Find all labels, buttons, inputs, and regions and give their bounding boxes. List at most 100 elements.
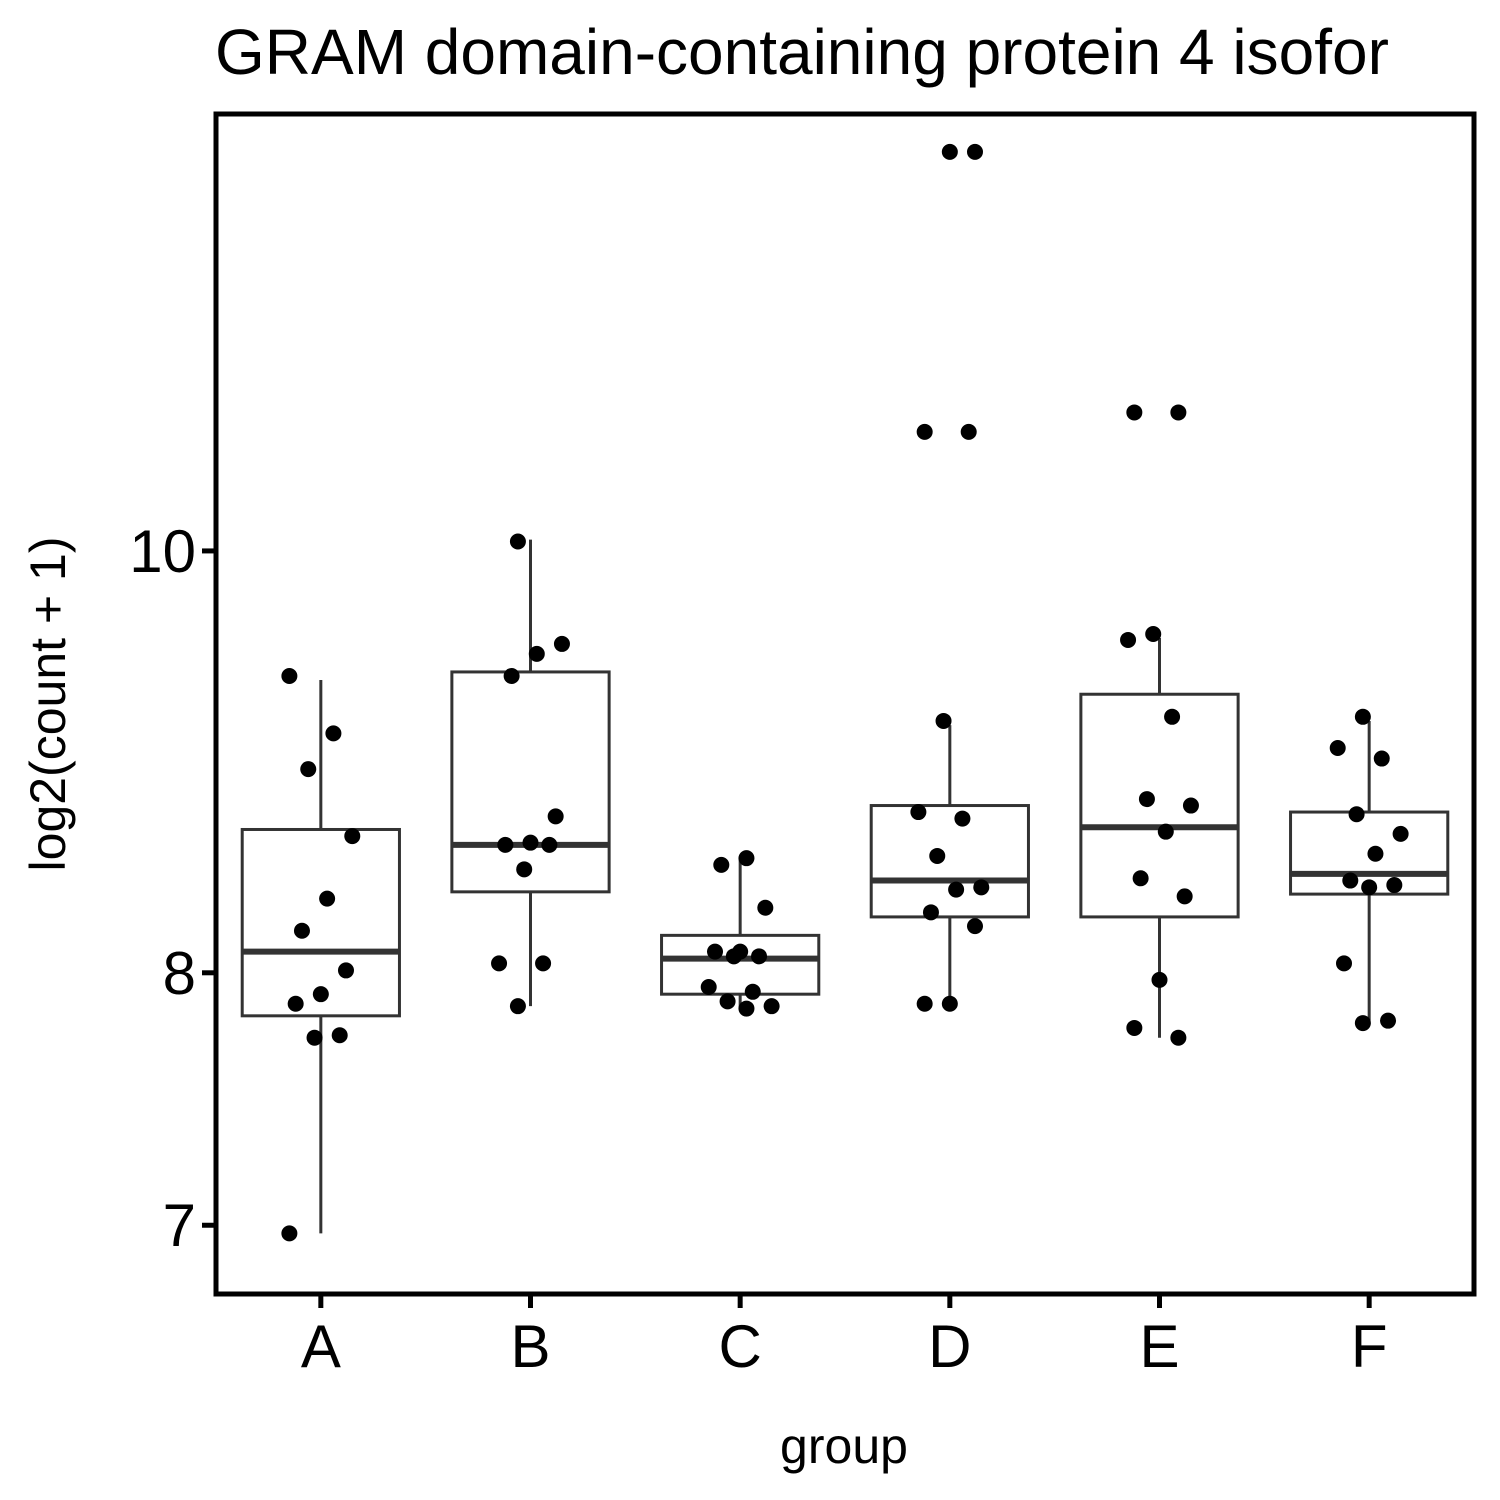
data-point [553,635,570,652]
data-point [922,904,939,921]
points-A [281,667,361,1242]
data-point [916,995,933,1012]
x-tick-label: E [1139,1313,1179,1380]
data-point [331,1027,348,1044]
data-point [312,986,329,1003]
data-point [941,143,958,160]
x-tick-label: A [301,1313,341,1380]
box-body [240,827,401,1018]
box-D [869,725,1030,1007]
y-tick-label: 10 [129,518,196,585]
data-point [707,943,724,960]
data-point [738,1000,755,1017]
points-C [700,850,780,1017]
data-point [744,983,761,1000]
x-tick-label: C [718,1313,761,1380]
x-axis-title: group [780,1418,908,1474]
data-point [738,850,755,867]
data-point [522,834,539,851]
data-point [503,667,520,684]
data-point [935,712,952,729]
x-tick-label: F [1351,1313,1388,1380]
data-point [535,955,552,972]
panel-border [213,111,1477,1297]
data-point [757,899,774,916]
data-point [300,761,317,778]
data-point [954,810,971,827]
data-point [916,423,933,440]
box-B [450,539,611,1007]
data-point [1164,708,1181,725]
points-B [491,533,570,1015]
data-point [719,993,736,1010]
data-point [1132,870,1149,887]
data-point [528,645,545,662]
data-point [287,995,304,1012]
box-E [1079,637,1240,1038]
box-body [450,670,611,894]
data-point [1386,877,1403,894]
box-C [660,858,821,1009]
data-point [293,922,310,939]
points-E [1120,404,1199,1046]
data-point [516,861,533,878]
data-point [1342,872,1359,889]
data-point [1151,971,1168,988]
data-point [1138,791,1155,808]
y-tick-label: 7 [163,1192,196,1259]
data-point [941,995,958,1012]
data-point [281,667,298,684]
data-points [281,143,1409,1242]
chart-title: GRAM domain-containing protein 4 isofor [215,16,1389,88]
data-point [960,423,977,440]
data-point [763,998,780,1015]
x-axis: A B C D E F [301,1294,1388,1380]
data-point [337,962,354,979]
data-point [751,948,768,965]
data-point [509,998,526,1015]
data-point [1373,750,1390,767]
data-point [1170,1029,1187,1046]
plot-area [240,539,1450,1234]
data-point [1361,879,1378,896]
box-A [240,680,401,1234]
y-axis: 7 8 10 [129,518,216,1259]
data-point [1170,404,1187,421]
data-point [1120,631,1137,648]
data-point [319,890,336,907]
data-point [497,836,514,853]
y-axis-title: log2(count + 1) [20,537,76,872]
points-F [1329,708,1409,1032]
box-body [1079,692,1240,919]
data-point [1182,797,1199,814]
points-D [910,143,990,1012]
data-point [541,836,558,853]
data-point [1336,955,1353,972]
data-point [1354,708,1371,725]
data-point [1329,740,1346,757]
data-point [306,1029,323,1046]
data-point [1354,1015,1371,1032]
y-tick-label: 8 [163,940,196,1007]
data-point [1176,888,1193,905]
data-point [966,143,983,160]
data-point [910,804,927,821]
data-point [948,881,965,898]
data-point [1126,404,1143,421]
data-point [1348,806,1365,823]
data-point [1392,825,1409,842]
x-tick-label: D [928,1313,971,1380]
data-point [700,979,717,996]
data-point [973,879,990,896]
data-point [1145,626,1162,643]
data-point [491,955,508,972]
data-point [509,533,526,550]
box-F [1289,720,1450,1021]
data-point [1380,1012,1397,1029]
data-point [1157,823,1174,840]
x-tick-label: B [510,1313,550,1380]
data-point [1367,845,1384,862]
data-point [344,828,361,845]
data-point [1126,1019,1143,1036]
